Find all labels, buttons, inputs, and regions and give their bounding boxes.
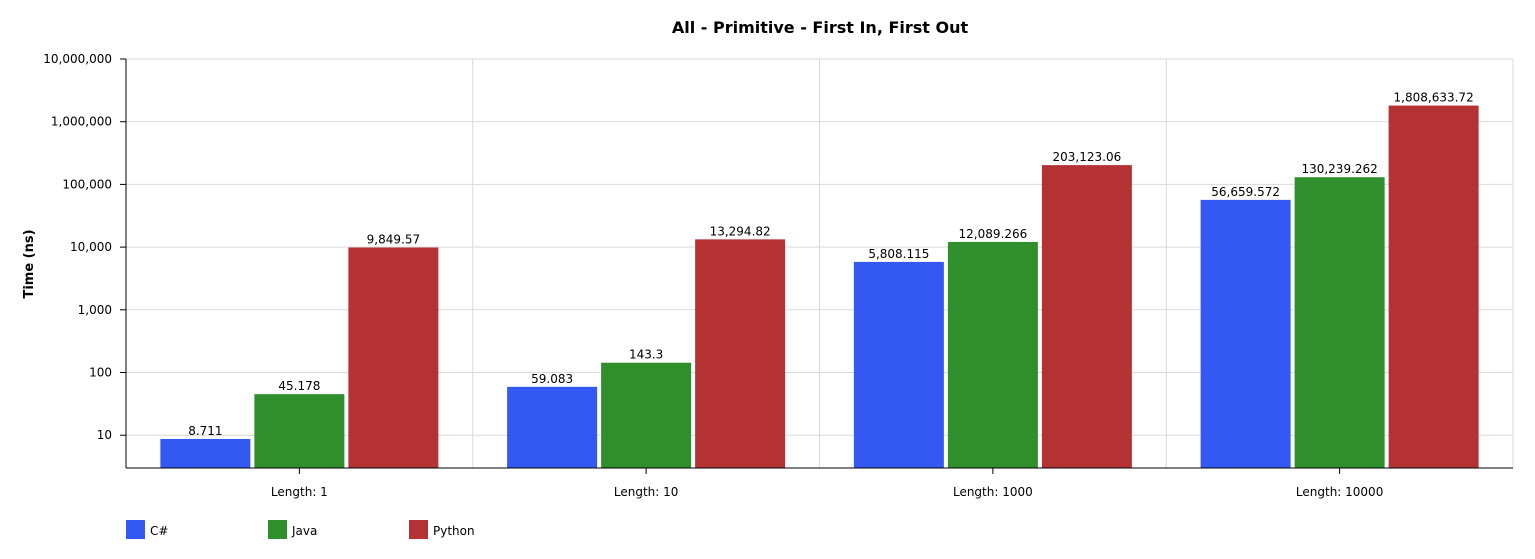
data-label: 9,849.57 (367, 233, 420, 247)
bar-java-2 (601, 362, 692, 468)
y-tick-label: 10,000,000 (43, 52, 112, 66)
data-labels: 8.711 45.178 9,849.57 59.083 143.3 13,294.82 5… (188, 91, 1474, 438)
legend: C# Java Python (126, 520, 475, 539)
bar-python-2 (695, 239, 786, 468)
y-tick-label: 1,000 (78, 303, 112, 317)
data-label: 59.083 (531, 372, 573, 386)
data-label: 45.178 (278, 379, 320, 393)
legend-swatch-c (126, 520, 145, 539)
data-label: 13,294.82 (710, 224, 771, 238)
bar-python-1 (348, 247, 439, 468)
y-tick-label: 10,000 (70, 240, 112, 254)
data-label: 8.711 (188, 424, 222, 438)
x-tick-label: Length: 1000 (953, 485, 1033, 499)
bar-c-4 (1200, 199, 1291, 468)
legend-swatch-java (268, 520, 287, 539)
bar-python-4 (1388, 105, 1479, 468)
y-tick-label: 1,000,000 (51, 115, 112, 129)
bar-c-3 (853, 261, 944, 468)
x-tick-label: Length: 10000 (1296, 485, 1383, 499)
y-axis-label: Time (ns) (22, 229, 37, 298)
bar-c-1 (160, 438, 251, 468)
x-tick-label: Length: 10 (614, 485, 679, 499)
legend-label: Java (291, 524, 317, 538)
data-label: 12,089.266 (959, 227, 1028, 241)
legend-label: C# (150, 524, 168, 538)
bar-java-3 (947, 241, 1038, 468)
y-tick-label: 100 (89, 366, 112, 380)
x-tick-label: Length: 1 (271, 485, 328, 499)
chart-title: All - Primitive - First In, First Out (672, 18, 969, 37)
data-label: 5,808.115 (868, 247, 929, 261)
legend-swatch-python (409, 520, 428, 539)
bar-python-3 (1041, 165, 1132, 468)
legend-label: Python (433, 524, 475, 538)
y-tick-label: 100,000 (62, 177, 112, 191)
bar-java-4 (1294, 177, 1385, 469)
data-label: 1,808,633.72 (1394, 91, 1474, 105)
axes: 10 100 1,000 10,000 100,000 1,000,000 10,000,0… (43, 52, 1513, 499)
bars (160, 105, 1479, 469)
bar-c-2 (507, 386, 598, 468)
data-label: 143.3 (629, 348, 663, 362)
y-tick-label: 10 (97, 428, 112, 442)
data-label: 56,659.572 (1211, 185, 1280, 199)
bar-java-1 (254, 394, 345, 468)
data-label: 130,239.262 (1301, 162, 1377, 176)
data-label: 203,123.06 (1053, 150, 1122, 164)
